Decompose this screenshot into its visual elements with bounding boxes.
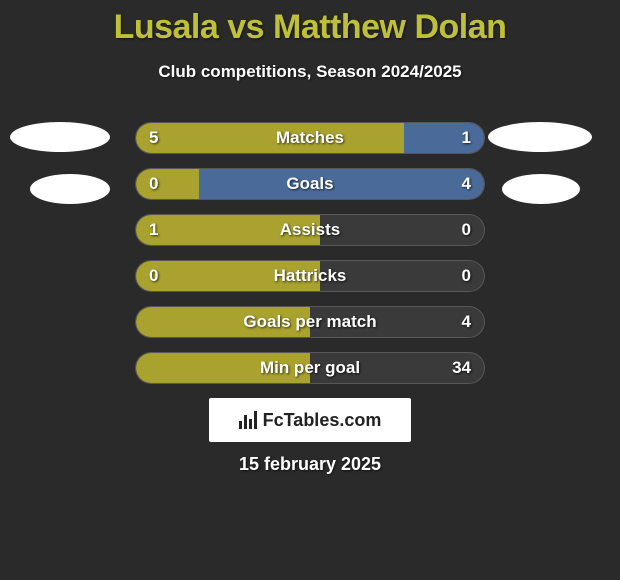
stat-bar-track: [135, 306, 485, 338]
stat-bar-right: [199, 169, 484, 199]
fctables-logo: FcTables.com: [209, 398, 411, 442]
stats-bars-container: 5 1 Matches 0 4 Goals 1 0 Assists 0 0 Ha…: [135, 122, 485, 398]
stat-row-hattricks: 0 0 Hattricks: [135, 260, 485, 292]
stat-bar-right: [404, 123, 484, 153]
stat-bar-left: [136, 307, 310, 337]
bar-chart-icon: [239, 411, 257, 429]
stat-row-min-per-goal: 34 Min per goal: [135, 352, 485, 384]
stat-bar-track: [135, 352, 485, 384]
stat-bar-left: [136, 353, 310, 383]
stat-bar-left: [136, 123, 404, 153]
stat-bar-left: [136, 261, 320, 291]
stat-bar-left: [136, 215, 320, 245]
subtitle: Club competitions, Season 2024/2025: [0, 62, 620, 82]
stat-bar-track: [135, 122, 485, 154]
logo-text: FcTables.com: [263, 410, 382, 431]
stat-row-assists: 1 0 Assists: [135, 214, 485, 246]
player-left-photo-1: [10, 122, 110, 152]
stat-bar-track: [135, 214, 485, 246]
stat-row-goals: 0 4 Goals: [135, 168, 485, 200]
page-title: Lusala vs Matthew Dolan: [0, 8, 620, 47]
date-label: 15 february 2025: [0, 454, 620, 475]
player-right-photo-2: [502, 174, 580, 204]
stat-bar-left: [136, 169, 199, 199]
player-right-photo-1: [488, 122, 592, 152]
stat-row-matches: 5 1 Matches: [135, 122, 485, 154]
stat-row-goals-per-match: 4 Goals per match: [135, 306, 485, 338]
player-left-photo-2: [30, 174, 110, 204]
stat-bar-track: [135, 168, 485, 200]
stat-bar-track: [135, 260, 485, 292]
